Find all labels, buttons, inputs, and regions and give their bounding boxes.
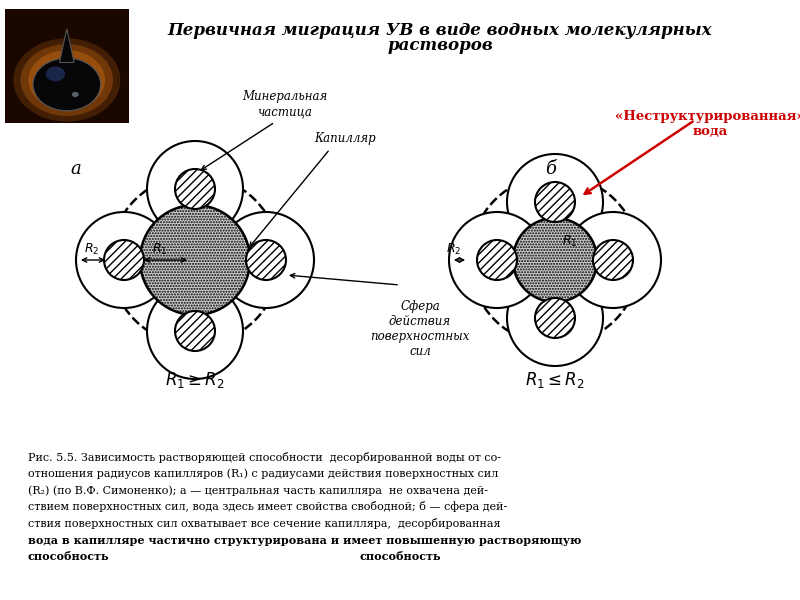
Circle shape (147, 283, 243, 379)
Circle shape (535, 182, 575, 222)
Text: Первичная миграция УВ в виде водных молекулярных: Первичная миграция УВ в виде водных моле… (168, 22, 712, 39)
Circle shape (175, 169, 215, 209)
Text: Сфера
действия
поверхностных
сил: Сфера действия поверхностных сил (370, 300, 470, 358)
Text: «Неструктурированная»
вода: «Неструктурированная» вода (615, 110, 800, 138)
Text: $R_2$: $R_2$ (446, 242, 462, 257)
Text: Минеральная
частица: Минеральная частица (242, 90, 328, 118)
Circle shape (33, 58, 101, 111)
Circle shape (507, 270, 603, 366)
Circle shape (21, 44, 113, 116)
Text: Капилляр: Капилляр (314, 132, 376, 145)
Circle shape (593, 240, 633, 280)
Text: $R_1$: $R_1$ (562, 234, 578, 249)
Circle shape (449, 212, 545, 308)
Circle shape (14, 38, 120, 122)
Circle shape (72, 92, 78, 97)
Text: б: б (545, 160, 556, 178)
Circle shape (565, 212, 661, 308)
Text: (R₂) (по В.Ф. Симоненко); а — центральная часть капилляра  не охвачена дей-: (R₂) (по В.Ф. Симоненко); а — центральна… (28, 485, 488, 496)
Circle shape (46, 67, 65, 82)
Circle shape (76, 212, 172, 308)
Circle shape (246, 240, 286, 280)
Text: способность: способность (359, 551, 441, 562)
Circle shape (147, 141, 243, 237)
Polygon shape (59, 29, 74, 62)
Circle shape (29, 50, 105, 110)
Text: вода в капилляре частично структурирована и имеет повышенную растворяющую: вода в капилляре частично структурирован… (28, 535, 582, 545)
Circle shape (140, 205, 250, 315)
Circle shape (507, 154, 603, 250)
Text: растворов: растворов (387, 37, 493, 54)
Circle shape (477, 240, 517, 280)
FancyBboxPatch shape (5, 9, 129, 123)
Text: а: а (70, 160, 81, 178)
Text: $R_1 \geq R_2$: $R_1 \geq R_2$ (165, 370, 225, 390)
Circle shape (175, 311, 215, 351)
Circle shape (218, 212, 314, 308)
Circle shape (104, 240, 144, 280)
Text: способность: способность (28, 551, 110, 562)
Text: $R_1 \leq R_2$: $R_1 \leq R_2$ (525, 370, 585, 390)
Text: отношения радиусов капилляров (R₁) с радиусами действия поверхностных сил: отношения радиусов капилляров (R₁) с рад… (28, 469, 498, 479)
Text: Рис. 5.5. Зависимость растворяющей способности  десорбированной воды от со-: Рис. 5.5. Зависимость растворяющей спосо… (28, 452, 501, 463)
Text: ствием поверхностных сил, вода здесь имеет свойства свободной; б — сфера дей-: ствием поверхностных сил, вода здесь име… (28, 502, 507, 512)
Circle shape (513, 218, 597, 302)
Text: ствия поверхностных сил охватывает все сечение капилляра,  десорбированная: ствия поверхностных сил охватывает все с… (28, 518, 501, 529)
Text: $R_1$: $R_1$ (152, 242, 168, 257)
Circle shape (535, 298, 575, 338)
Text: $R_2$: $R_2$ (84, 242, 100, 257)
